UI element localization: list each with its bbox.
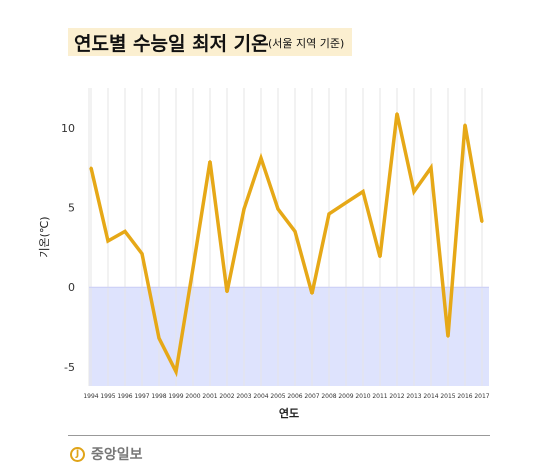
x-tick-label: 2013: [406, 393, 421, 400]
data-point: [327, 212, 331, 216]
y-tick-label: -5: [64, 361, 75, 374]
data-point: [225, 290, 229, 294]
data-point: [174, 370, 178, 373]
x-tick-label: 2011: [372, 393, 387, 400]
chart-subtitle: (서울 지역 기준): [268, 37, 345, 50]
data-point: [412, 190, 416, 193]
y-tick-label: 10: [61, 122, 75, 135]
data-point: [344, 201, 348, 204]
y-tick-label: 5: [68, 202, 75, 215]
x-tick-label: 2002: [219, 393, 234, 400]
x-tick-label: 1994: [83, 393, 98, 400]
x-tick-label: 2004: [253, 393, 268, 400]
data-point: [208, 160, 212, 163]
x-tick-label: 2014: [423, 393, 438, 400]
data-point: [429, 166, 433, 169]
x-tick-label: 1997: [134, 393, 149, 400]
data-point: [378, 255, 382, 259]
data-point: [395, 112, 399, 115]
data-point: [157, 336, 161, 340]
data-point: [140, 252, 144, 255]
x-tick-label: 2015: [440, 393, 455, 400]
data-point: [480, 220, 484, 224]
x-tick-label: 1998: [151, 393, 166, 400]
x-tick-label: 1995: [100, 393, 115, 400]
x-tick-label: 2012: [389, 393, 404, 400]
x-tick-label: 1999: [168, 393, 183, 400]
data-point: [446, 335, 450, 338]
logo-text: 중앙일보: [91, 447, 143, 463]
x-tick-label: 2008: [321, 393, 336, 400]
publisher-logo: J 중앙일보: [70, 444, 143, 464]
x-tick-label: 2007: [304, 393, 319, 400]
footer-divider: [68, 435, 490, 436]
data-point: [293, 230, 297, 233]
x-tick-label: 2009: [338, 393, 353, 400]
data-point: [361, 190, 365, 193]
data-point: [310, 292, 314, 295]
x-tick-label: 2000: [185, 393, 200, 400]
data-point: [259, 156, 263, 160]
x-tick-label: 2005: [270, 393, 285, 400]
x-tick-label: 2006: [287, 393, 302, 400]
x-tick-label: 2016: [457, 393, 472, 400]
data-point: [463, 123, 467, 126]
negative-region: [89, 287, 489, 386]
y-tick-label: 0: [68, 281, 75, 294]
x-tick-label: 2003: [236, 393, 251, 400]
x-tick-label: 1996: [117, 393, 132, 400]
data-point: [106, 239, 110, 243]
data-point: [89, 166, 93, 169]
logo-mark: J: [70, 446, 85, 462]
x-tick-label: 2017: [474, 393, 489, 400]
chart-title: 연도별 수능일 최저 기온: [74, 33, 269, 55]
y-axis-label: 기온(℃): [38, 216, 51, 257]
x-tick-label: 2010: [355, 393, 370, 400]
data-point: [191, 266, 195, 270]
data-point: [276, 207, 280, 211]
data-point: [242, 207, 246, 211]
title-banner: 연도별 수능일 최저 기온 (서울 지역 기준): [68, 28, 352, 56]
data-point: [123, 230, 127, 233]
x-axis-label: 연도: [279, 406, 299, 420]
series-line: [89, 113, 484, 378]
x-tick-label: 2001: [202, 393, 217, 400]
